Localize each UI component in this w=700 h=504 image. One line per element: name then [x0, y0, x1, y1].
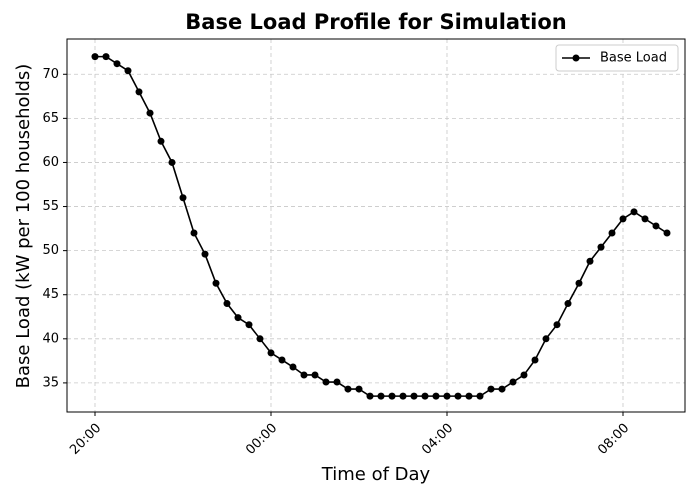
data-point: [234, 314, 242, 322]
data-point: [509, 378, 517, 386]
series-line: [95, 55, 668, 397]
data-point: [421, 392, 429, 400]
legend-box: [555, 44, 679, 72]
y-tick-label: 65: [42, 111, 59, 126]
data-point: [597, 243, 605, 251]
data-point: [663, 229, 671, 237]
y-tick-label: 40: [42, 331, 59, 346]
data-point: [300, 371, 308, 379]
x-tick-label: 00:00: [243, 421, 280, 458]
data-point: [124, 67, 132, 75]
y-tick-label: 70: [42, 67, 59, 82]
y-tick-label: 60: [42, 155, 59, 170]
x-axis-label: Time of Day: [321, 464, 431, 485]
data-point: [201, 250, 209, 258]
data-point: [355, 385, 363, 393]
y-axis-label: Base Load (kW per 100 households): [13, 64, 34, 389]
data-point: [454, 392, 462, 400]
data-point: [289, 363, 297, 371]
data-point: [399, 392, 407, 400]
data-point: [531, 356, 539, 364]
data-point: [179, 194, 187, 202]
data-point: [135, 88, 143, 96]
data-point: [641, 215, 649, 223]
data-point: [520, 371, 528, 379]
data-point: [388, 392, 396, 400]
data-point: [542, 335, 550, 343]
chart-title: Base Load Profile for Simulation: [185, 10, 566, 34]
data-point: [256, 335, 264, 343]
data-point: [102, 53, 110, 61]
data-point: [223, 300, 231, 308]
data-point: [608, 229, 616, 237]
data-point: [586, 257, 594, 265]
data-point: [157, 137, 165, 145]
data-point: [652, 222, 660, 230]
data-point: [168, 158, 176, 166]
data-point: [245, 321, 253, 329]
y-tick-label: 55: [42, 199, 59, 214]
y-tick-label: 50: [42, 243, 59, 258]
y-tick-label: 45: [42, 287, 59, 302]
x-tick-label: 04:00: [419, 421, 456, 458]
plot-frame: [66, 38, 686, 413]
x-tick-label: 08:00: [595, 421, 632, 458]
x-tick-label: 20:00: [67, 421, 104, 458]
data-point: [465, 392, 473, 400]
data-point: [212, 279, 220, 287]
data-point: [366, 392, 374, 400]
data-point: [190, 229, 198, 237]
data-point: [333, 378, 341, 386]
data-point: [267, 349, 275, 357]
data-point: [564, 300, 572, 308]
data-point: [575, 279, 583, 287]
data-point: [410, 392, 418, 400]
data-point: [91, 53, 99, 61]
data-point: [487, 385, 495, 393]
data-point: [619, 215, 627, 223]
data-point: [278, 356, 286, 364]
legend-marker: [572, 54, 580, 62]
data-point: [344, 385, 352, 393]
data-point: [476, 392, 484, 400]
data-point: [146, 109, 154, 117]
data-point: [377, 392, 385, 400]
data-point: [432, 392, 440, 400]
data-point: [311, 371, 319, 379]
legend-label: Base Load: [600, 51, 667, 66]
data-point: [553, 321, 561, 329]
data-point: [498, 385, 506, 393]
data-point: [322, 378, 330, 386]
y-tick-label: 35: [42, 375, 59, 390]
data-point: [443, 392, 451, 400]
data-point: [630, 208, 638, 216]
data-point: [113, 60, 121, 68]
